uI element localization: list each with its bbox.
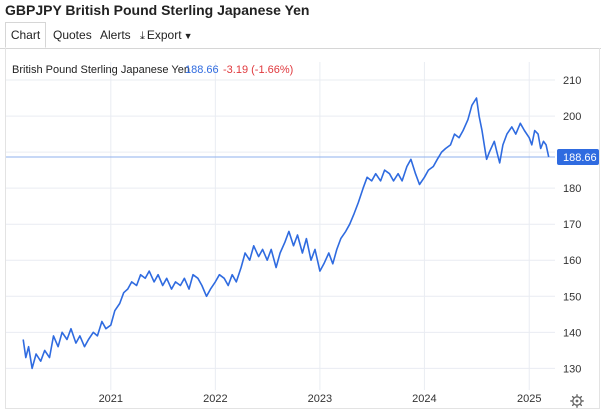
tab-alerts-label: Alerts	[100, 28, 131, 42]
x-tick-label: 2024	[412, 393, 436, 405]
tab-alerts[interactable]: Alerts	[100, 22, 131, 48]
y-tick-label: 160	[563, 255, 581, 267]
x-axis: 2021 2022 2023 2024 2025	[99, 393, 542, 405]
tab-quotes-label: Quotes	[53, 28, 92, 42]
tab-export[interactable]: ⤓ Export ▼	[140, 22, 192, 48]
x-tick-label: 2025	[517, 393, 541, 405]
legend-last-value: 188.66	[185, 64, 219, 76]
y-tick-label: 200	[563, 111, 581, 123]
y-tick-label: 170	[563, 219, 581, 231]
x-tick-label: 2021	[99, 393, 123, 405]
last-value-badge: 188.66	[557, 148, 599, 165]
series-line	[22, 97, 550, 370]
chart-grid	[6, 62, 555, 390]
tab-chart-label: Chart	[10, 28, 41, 42]
y-tick-label: 140	[563, 327, 581, 339]
y-tick-label: 210	[563, 75, 581, 87]
tab-export-label: Export	[146, 28, 182, 42]
download-icon: ⤓	[140, 30, 145, 42]
y-axis: 130 140 150 160 170 180 200 210	[563, 75, 581, 375]
page-title: GBPJPY British Pound Sterling Japanese Y…	[5, 2, 310, 18]
last-value-badge-label: 188.66	[563, 152, 597, 164]
chart-legend: British Pound Sterling Japanese Yen 188.…	[12, 64, 293, 76]
y-tick-label: 150	[563, 291, 581, 303]
tab-bar: Chart Quotes Alerts ⤓ Export ▼	[0, 22, 601, 49]
tab-chart[interactable]: Chart	[5, 22, 46, 48]
legend-series-name: British Pound Sterling Japanese Yen	[12, 64, 190, 76]
gear-icon[interactable]	[570, 394, 584, 408]
last-value-badge-bg	[557, 148, 599, 165]
y-tick-label: 130	[563, 363, 581, 375]
x-tick-label: 2022	[203, 393, 227, 405]
x-tick-label: 2023	[308, 393, 332, 405]
chart-panel	[5, 48, 600, 409]
tab-quotes[interactable]: Quotes	[53, 22, 92, 48]
legend-change: -3.19 (-1.66%)	[223, 64, 293, 76]
y-tick-label: 180	[563, 183, 581, 195]
dropdown-caret-icon: ▼	[183, 31, 193, 41]
